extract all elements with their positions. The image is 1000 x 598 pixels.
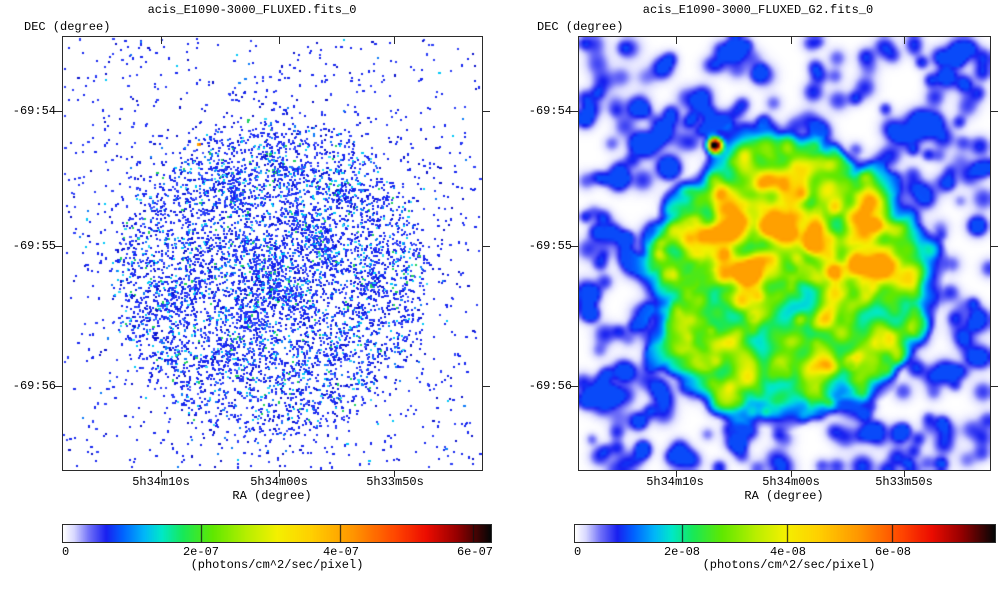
left-y-tick-label: -69:56 <box>12 379 56 393</box>
right-x-axis-label: RA (degree) <box>744 489 824 503</box>
left-colorbar-tick-label: 0 <box>62 545 70 559</box>
right-y-tick-label: -69:56 <box>528 379 572 393</box>
tick-mark <box>55 246 62 247</box>
right-colorbar-tick-label: 2e-08 <box>663 545 700 559</box>
left-plot-title: acis_E1090-3000_FLUXED.fits_0 <box>147 3 357 17</box>
left-plot-area <box>55 36 490 477</box>
tick-mark <box>279 37 280 44</box>
left-plot-image[interactable] <box>63 37 482 470</box>
tick-mark <box>571 386 578 387</box>
tick-mark <box>55 386 62 387</box>
tick-mark <box>991 386 998 387</box>
right-x-tick-label: 5h33m50s <box>875 475 933 489</box>
right-colorbar <box>574 524 996 543</box>
left-colorbar-units: (photons/cm^2/sec/pixel) <box>190 558 364 572</box>
tick-mark <box>161 470 162 477</box>
left-colorbar-tick-label: 6e-07 <box>456 545 493 559</box>
tick-mark <box>991 246 998 247</box>
left-colorbar-tick-label: 2e-07 <box>182 545 219 559</box>
tick-mark <box>394 470 395 477</box>
tick-mark <box>394 37 395 44</box>
right-colorbar-tick-label: 0 <box>574 545 582 559</box>
left-y-tick-label: -69:55 <box>12 239 56 253</box>
left-x-tick-label: 5h34m10s <box>132 475 190 489</box>
tick-mark <box>904 470 905 477</box>
tick-mark <box>791 37 792 44</box>
right-colorbar-units: (photons/cm^2/sec/pixel) <box>702 558 876 572</box>
right-y-axis-label: DEC (degree) <box>537 20 624 34</box>
tick-mark <box>676 37 677 44</box>
tick-mark <box>483 246 490 247</box>
left-colorbar-gradient <box>63 525 491 542</box>
tick-mark <box>55 111 62 112</box>
right-plot-image[interactable] <box>579 37 990 470</box>
left-x-tick-label: 5h34m00s <box>250 475 308 489</box>
tick-mark <box>676 470 677 477</box>
tick-mark <box>791 470 792 477</box>
right-x-tick-label: 5h34m00s <box>762 475 820 489</box>
tick-mark <box>161 37 162 44</box>
left-x-tick-label: 5h33m50s <box>366 475 424 489</box>
right-y-tick-label: -69:55 <box>528 239 572 253</box>
tick-mark <box>904 37 905 44</box>
right-plot-area <box>571 36 998 477</box>
left-y-tick-label: -69:54 <box>12 104 56 118</box>
right-x-tick-label: 5h34m10s <box>646 475 704 489</box>
tick-mark <box>571 111 578 112</box>
tick-mark <box>991 111 998 112</box>
right-plot-title: acis_E1090-3000_FLUXED_G2.fits_0 <box>642 3 874 17</box>
right-colorbar-tick-label: 6e-08 <box>874 545 911 559</box>
right-y-tick-label: -69:54 <box>528 104 572 118</box>
left-colorbar <box>62 524 492 543</box>
tick-mark <box>571 246 578 247</box>
left-x-axis-label: RA (degree) <box>232 489 312 503</box>
tick-mark <box>483 111 490 112</box>
right-colorbar-tick-label: 4e-08 <box>769 545 806 559</box>
right-colorbar-gradient <box>575 525 995 542</box>
tick-mark <box>279 470 280 477</box>
tick-mark <box>483 386 490 387</box>
left-y-axis-label: DEC (degree) <box>24 20 111 34</box>
left-colorbar-tick-label: 4e-07 <box>322 545 359 559</box>
